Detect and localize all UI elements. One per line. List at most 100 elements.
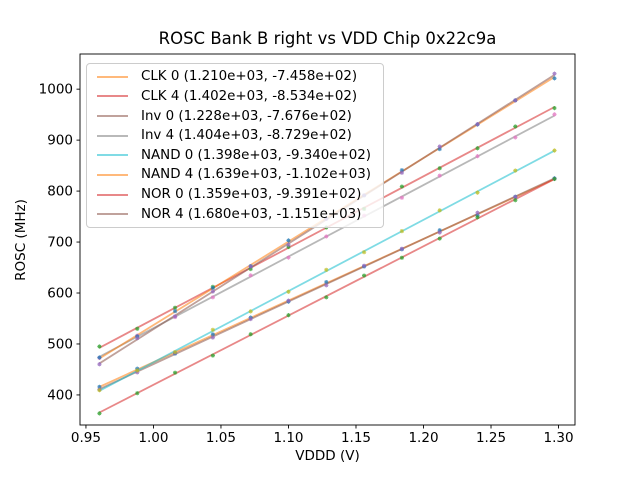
- legend-line-swatch: [97, 115, 128, 118]
- data-point-nand-0: [97, 388, 102, 393]
- data-point-nor-4: [248, 264, 253, 269]
- data-point-inv-4: [475, 154, 480, 159]
- x-tick-label: 1.20: [408, 430, 438, 446]
- legend-label: CLK 4 (1.402e+03, -8.534e+02): [141, 88, 358, 104]
- x-tick-label: 1.30: [543, 430, 573, 446]
- y-tick-label: 700: [47, 235, 73, 251]
- data-point-inv-4: [324, 234, 329, 239]
- data-point-nand-0: [552, 148, 557, 153]
- data-point-inv-0: [286, 298, 291, 303]
- data-point-nand-0: [286, 289, 291, 294]
- data-point-inv-4: [248, 273, 253, 278]
- data-point-nor-0: [552, 176, 557, 182]
- data-point-nor-4: [437, 144, 442, 149]
- legend-line-swatch: [97, 173, 128, 176]
- data-point-inv-0: [399, 246, 404, 251]
- data-point-nand-0: [172, 349, 178, 355]
- legend-item-inv-4: Inv 4 (1.404e+03, -8.729e+02): [93, 126, 377, 146]
- data-point-nor-4: [172, 314, 178, 319]
- chart-title: ROSC Bank B right vs VDD Chip 0x22c9a: [158, 29, 497, 48]
- legend-label: NOR 0 (1.359e+03, -9.391e+02): [141, 187, 362, 203]
- data-point-inv-0: [475, 210, 480, 215]
- legend-label: NAND 0 (1.398e+03, -9.340e+02): [141, 147, 371, 163]
- data-point-nor-4: [97, 362, 102, 367]
- x-tick-label: 1.05: [206, 430, 236, 446]
- data-point-nor-0: [248, 332, 253, 337]
- data-point-clk-4: [475, 146, 480, 151]
- legend-line-swatch: [97, 134, 128, 137]
- data-point-nor-4: [286, 242, 291, 247]
- axes-frame: [79, 53, 576, 426]
- legend-label: NOR 4 (1.680e+03, -1.151e+03): [141, 206, 362, 222]
- y-tick-label: 800: [47, 184, 73, 200]
- data-point-clk-4: [172, 305, 178, 310]
- legend-label: NAND 4 (1.639e+03, -1.102e+03): [141, 167, 371, 183]
- data-point-inv-0: [437, 230, 442, 235]
- data-point-nand-0: [210, 327, 215, 332]
- data-point-clk-4: [437, 166, 442, 171]
- data-point-inv-0: [248, 316, 253, 322]
- data-point-nor-0: [399, 255, 404, 260]
- legend-line-swatch: [97, 75, 128, 78]
- data-point-nand-4: [210, 285, 215, 291]
- data-point-nand-0: [475, 190, 480, 195]
- data-point-nand-0: [324, 267, 329, 272]
- y-tick-label: 500: [47, 336, 73, 352]
- legend-label: Inv 4 (1.404e+03, -8.729e+02): [141, 128, 352, 144]
- legend-line-swatch: [97, 95, 128, 98]
- data-point-clk-4: [513, 124, 518, 129]
- data-point-nor-4: [399, 170, 404, 175]
- data-point-nand-0: [135, 368, 140, 373]
- legend-item-nand-4: NAND 4 (1.639e+03, -1.102e+03): [93, 165, 377, 185]
- data-point-nand-0: [513, 168, 518, 173]
- y-axis-label: ROSC (MHz): [13, 199, 29, 281]
- legend-item-nor-4: NOR 4 (1.680e+03, -1.151e+03): [93, 204, 377, 224]
- legend: CLK 0 (1.210e+03, -7.458e+02) CLK 4 (1.40…: [86, 63, 384, 228]
- y-tick-label: 1000: [39, 82, 73, 98]
- data-point-nor-0: [286, 313, 291, 318]
- data-point-inv-0: [361, 263, 367, 268]
- data-point-clk-4: [135, 326, 140, 331]
- data-point-nor-0: [172, 370, 178, 375]
- x-axis-label: VDDD (V): [295, 448, 360, 464]
- x-tick-label: 1.25: [476, 430, 506, 446]
- data-point-nand-4: [552, 76, 557, 81]
- data-point-nor-0: [475, 215, 480, 220]
- data-point-nor-4: [475, 122, 480, 127]
- data-point-inv-4: [513, 135, 518, 140]
- y-tick-label: 600: [47, 286, 73, 302]
- data-point-nand-4: [286, 238, 291, 243]
- data-point-nor-4: [135, 336, 140, 341]
- legend-line-swatch: [97, 213, 128, 216]
- data-point-inv-4: [286, 255, 291, 260]
- data-point-nor-4: [552, 71, 557, 76]
- y-tick-label: 900: [47, 133, 73, 149]
- legend-label: CLK 0 (1.210e+03, -7.458e+02): [141, 69, 358, 85]
- data-point-nor-0: [513, 198, 518, 203]
- data-point-nor-0: [97, 411, 102, 416]
- legend-line-swatch: [97, 154, 128, 157]
- x-tick-label: 1.10: [273, 430, 303, 446]
- data-point-clk-4: [399, 184, 404, 189]
- data-point-inv-0: [210, 335, 215, 340]
- legend-item-inv-0: Inv 0 (1.228e+03, -7.676e+02): [93, 106, 377, 126]
- legend-item-clk-4: CLK 4 (1.402e+03, -8.534e+02): [93, 87, 377, 107]
- x-tick-label: 1.00: [138, 430, 168, 446]
- legend-item-nor-0: NOR 0 (1.359e+03, -9.391e+02): [93, 185, 377, 205]
- data-point-nor-0: [210, 353, 215, 358]
- data-point-inv-0: [324, 283, 329, 288]
- legend-line-swatch: [97, 193, 128, 196]
- y-tick-label: 400: [47, 387, 73, 403]
- data-point-inv-4: [210, 295, 215, 300]
- legend-label: Inv 0 (1.228e+03, -7.676e+02): [141, 108, 352, 124]
- data-point-inv-4: [552, 112, 557, 117]
- legend-item-clk-0: CLK 0 (1.210e+03, -7.458e+02): [93, 67, 377, 87]
- data-point-nand-0: [437, 208, 442, 213]
- data-point-nor-0: [361, 273, 367, 278]
- data-point-nor-0: [324, 295, 329, 300]
- data-point-nand-4: [97, 355, 102, 360]
- data-point-nor-4: [513, 98, 518, 103]
- data-point-nor-4: [210, 289, 215, 294]
- data-point-inv-4: [399, 195, 404, 200]
